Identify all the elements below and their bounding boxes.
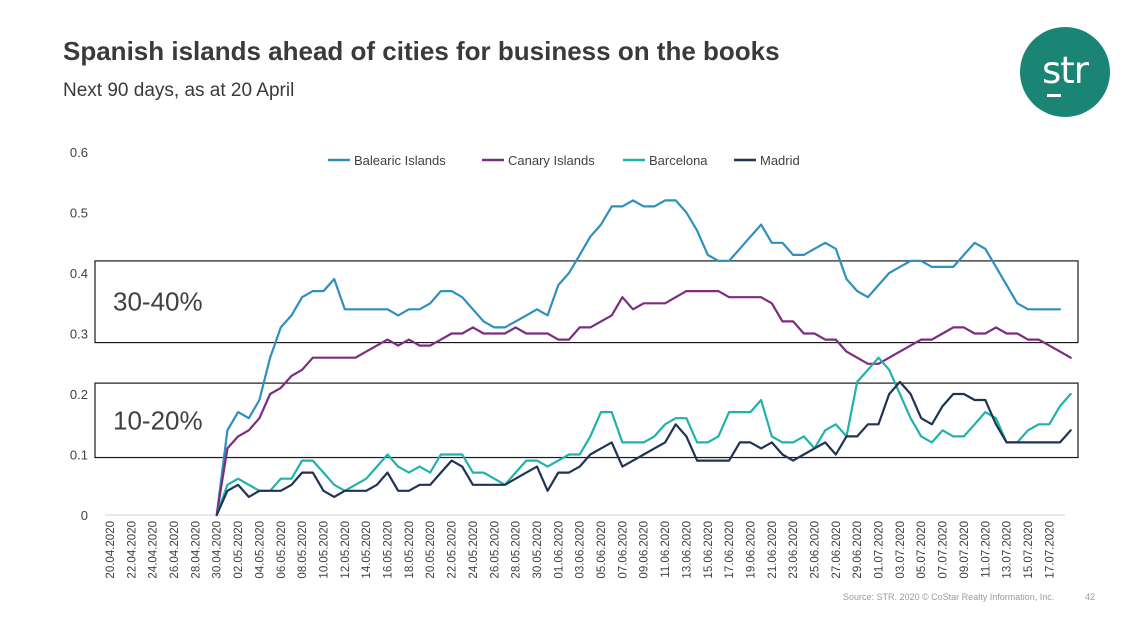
x-tick-label: 03.07.2020 bbox=[895, 521, 907, 579]
source-note: Source: STR. 2020 © CoStar Realty Inform… bbox=[843, 592, 1055, 602]
x-tick-label: 27.06.2020 bbox=[831, 521, 843, 579]
x-tick-label: 20.04.2020 bbox=[105, 521, 117, 579]
x-tick-label: 21.06.2020 bbox=[767, 521, 779, 579]
x-tick-label: 16.05.2020 bbox=[383, 521, 395, 579]
y-tick-label: 0.5 bbox=[70, 206, 88, 221]
x-tick-label: 22.04.2020 bbox=[126, 521, 138, 579]
x-tick-label: 01.07.2020 bbox=[874, 521, 886, 579]
y-tick-label: 0.6 bbox=[70, 145, 88, 160]
x-tick-label: 30.05.2020 bbox=[532, 521, 544, 579]
x-tick-label: 23.06.2020 bbox=[788, 521, 800, 579]
x-tick-label: 07.06.2020 bbox=[617, 521, 629, 579]
y-tick-label: 0.3 bbox=[70, 327, 88, 342]
series-line-barcelona bbox=[215, 356, 1072, 517]
x-tick-label: 08.05.2020 bbox=[297, 521, 309, 579]
x-tick-label: 22.05.2020 bbox=[447, 521, 459, 579]
x-tick-label: 28.04.2020 bbox=[190, 521, 202, 579]
x-tick-label: 24.04.2020 bbox=[148, 521, 160, 579]
x-tick-label: 13.06.2020 bbox=[681, 521, 693, 579]
x-tick-label: 26.05.2020 bbox=[489, 521, 501, 579]
series-line-madrid bbox=[215, 380, 1072, 517]
annotation-box bbox=[94, 260, 1079, 344]
x-tick-label: 14.05.2020 bbox=[361, 521, 373, 579]
y-tick-label: 0 bbox=[81, 508, 88, 523]
slide-title: Spanish islands ahead of cities for busi… bbox=[63, 36, 780, 66]
x-tick-label: 29.06.2020 bbox=[852, 521, 864, 579]
annotation-label: 10-20% bbox=[113, 405, 203, 435]
series-line-balearic-islands bbox=[215, 199, 1062, 517]
x-tick-label: 06.05.2020 bbox=[276, 521, 288, 579]
x-tick-label: 19.06.2020 bbox=[745, 521, 757, 579]
str-logo: str bbox=[1020, 27, 1110, 117]
x-tick-label: 07.07.2020 bbox=[938, 521, 950, 579]
legend-label: Balearic Islands bbox=[354, 153, 446, 168]
x-tick-label: 15.06.2020 bbox=[703, 521, 715, 579]
x-tick-label: 05.07.2020 bbox=[916, 521, 928, 579]
page-number: 42 bbox=[1085, 592, 1096, 602]
logo-text: str bbox=[1042, 49, 1089, 92]
x-tick-label: 04.05.2020 bbox=[254, 521, 266, 579]
x-tick-label: 17.06.2020 bbox=[724, 521, 736, 579]
x-tick-label: 09.07.2020 bbox=[959, 521, 971, 579]
x-tick-label: 28.05.2020 bbox=[511, 521, 523, 579]
y-tick-label: 0.1 bbox=[70, 448, 88, 463]
y-tick-label: 0.2 bbox=[70, 387, 88, 402]
series-line-canary-islands bbox=[215, 290, 1072, 517]
legend-label: Barcelona bbox=[649, 153, 708, 168]
slide-subtitle: Next 90 days, as at 20 April bbox=[63, 80, 295, 101]
annotation-box bbox=[94, 382, 1079, 459]
x-tick-label: 01.06.2020 bbox=[553, 521, 565, 579]
x-tick-label: 05.06.2020 bbox=[596, 521, 608, 579]
x-tick-label: 13.07.2020 bbox=[1002, 521, 1014, 579]
annotation-label: 30-40% bbox=[113, 287, 203, 317]
x-tick-label: 09.06.2020 bbox=[639, 521, 651, 579]
x-tick-label: 11.06.2020 bbox=[660, 521, 672, 578]
x-tick-label: 15.07.2020 bbox=[1023, 521, 1035, 579]
x-tick-label: 25.06.2020 bbox=[809, 521, 821, 579]
y-tick-label: 0.4 bbox=[70, 266, 88, 281]
x-tick-label: 10.05.2020 bbox=[318, 521, 330, 579]
x-tick-label: 30.04.2020 bbox=[212, 521, 224, 579]
x-tick-label: 20.05.2020 bbox=[425, 521, 437, 579]
x-tick-label: 11.07.2020 bbox=[980, 521, 992, 578]
logo-underline bbox=[1047, 94, 1061, 97]
legend-label: Canary Islands bbox=[508, 153, 595, 168]
x-tick-label: 02.05.2020 bbox=[233, 521, 245, 579]
x-tick-label: 17.07.2020 bbox=[1044, 521, 1056, 579]
legend-label: Madrid bbox=[760, 153, 800, 168]
x-tick-label: 18.05.2020 bbox=[404, 521, 416, 579]
x-tick-label: 24.05.2020 bbox=[468, 521, 480, 579]
x-tick-label: 03.06.2020 bbox=[575, 521, 587, 579]
x-tick-label: 26.04.2020 bbox=[169, 521, 181, 579]
x-tick-label: 12.05.2020 bbox=[340, 521, 352, 579]
